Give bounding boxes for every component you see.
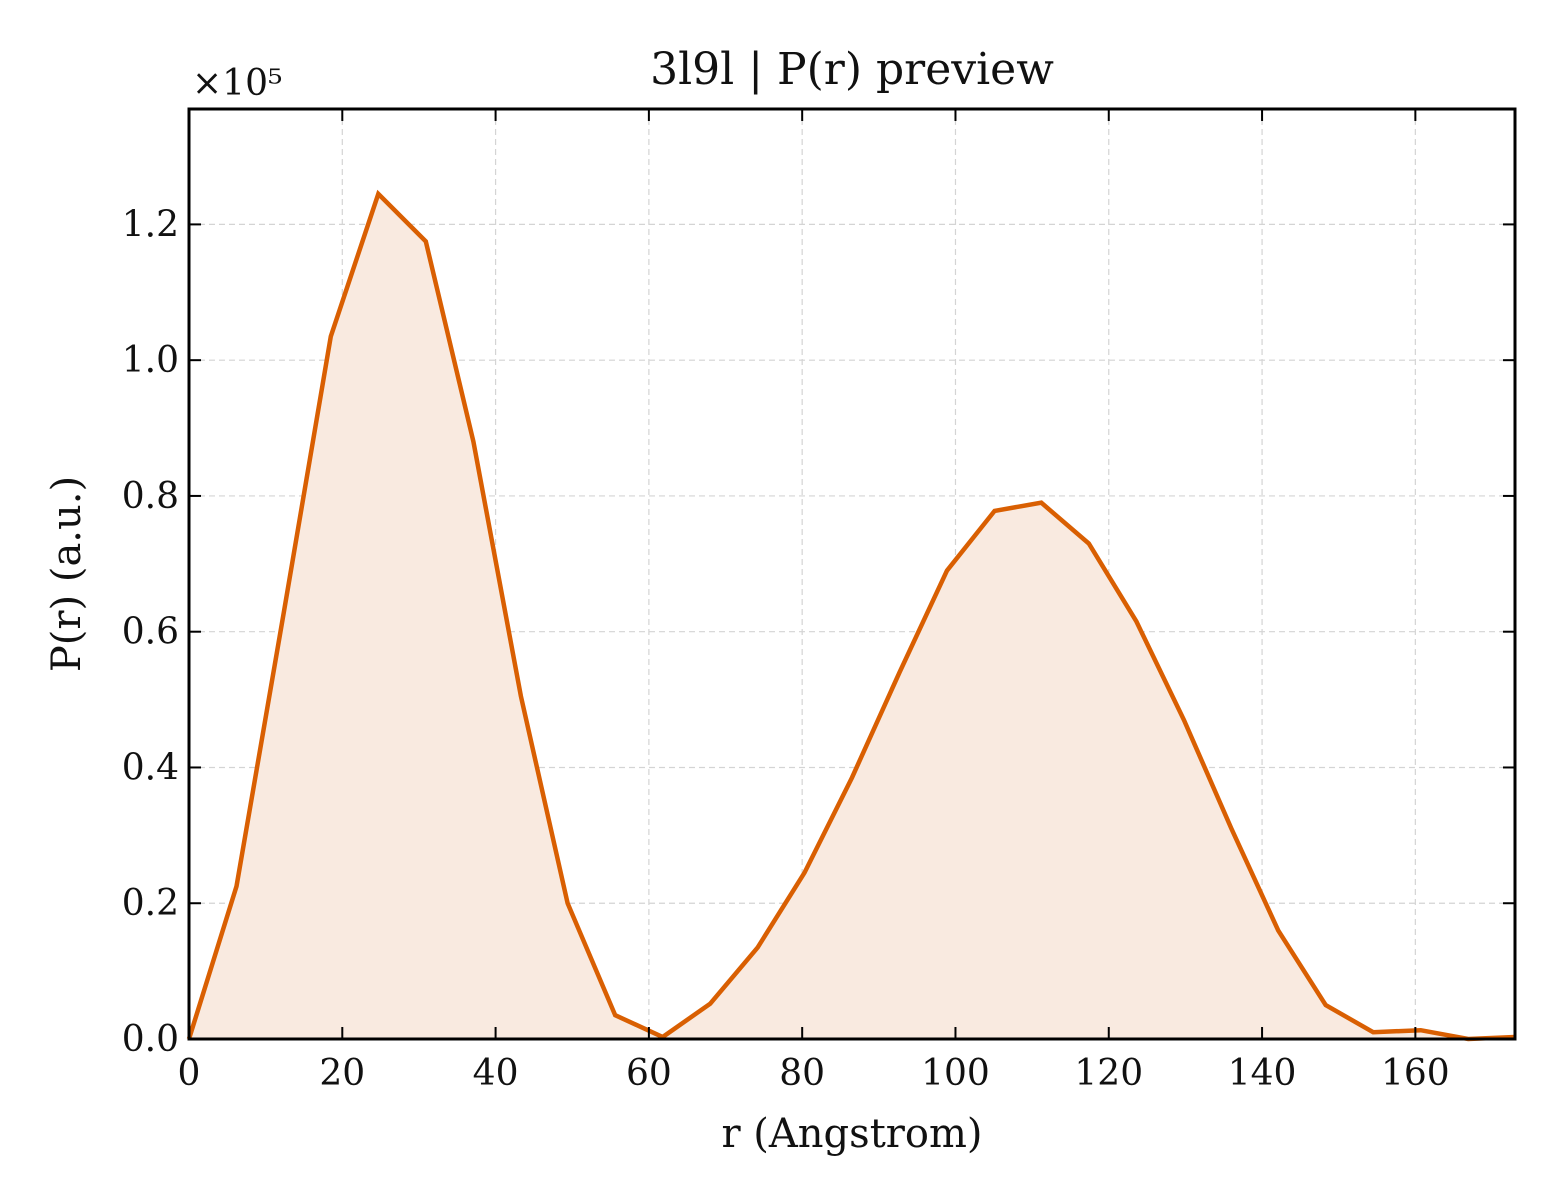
ticks: 0 20 40 60 80 100 120 140 160 0.0 0.2 0.4 0.6 0.8 1.0 1… (122, 109, 1515, 1094)
y-tick-label: 0.4 (122, 747, 179, 788)
x-tick-label: 0 (178, 1053, 201, 1094)
x-tick-label: 140 (1228, 1053, 1297, 1094)
y-tick-label: 1.2 (122, 204, 179, 245)
y-axis-title: P(r) (a.u.) (44, 476, 90, 672)
y-tick-label: 0.0 (122, 1019, 179, 1060)
x-tick-label: 60 (626, 1053, 672, 1094)
x-axis-title: r (Angstrom) (721, 1111, 982, 1157)
x-tick-label: 40 (473, 1053, 519, 1094)
x-tick-label: 120 (1074, 1053, 1143, 1094)
x-tick-label: 160 (1381, 1053, 1450, 1094)
pr-series-line (186, 189, 1516, 1042)
y-tick-label: 0.6 (122, 612, 179, 653)
chart-title: 3l9l | P(r) preview (650, 44, 1054, 95)
x-tick-label: 80 (779, 1053, 825, 1094)
plot-frame (187, 107, 1517, 1041)
y-axis-multiplier: ×10⁵ (192, 63, 282, 104)
y-tick-label: 0.2 (122, 883, 179, 924)
x-tick-label: 20 (319, 1053, 365, 1094)
y-tick-label: 0.8 (122, 476, 179, 517)
x-tick-label: 100 (921, 1053, 990, 1094)
pr-area-fill (189, 193, 1515, 1039)
y-tick-label: 1.0 (122, 340, 179, 381)
